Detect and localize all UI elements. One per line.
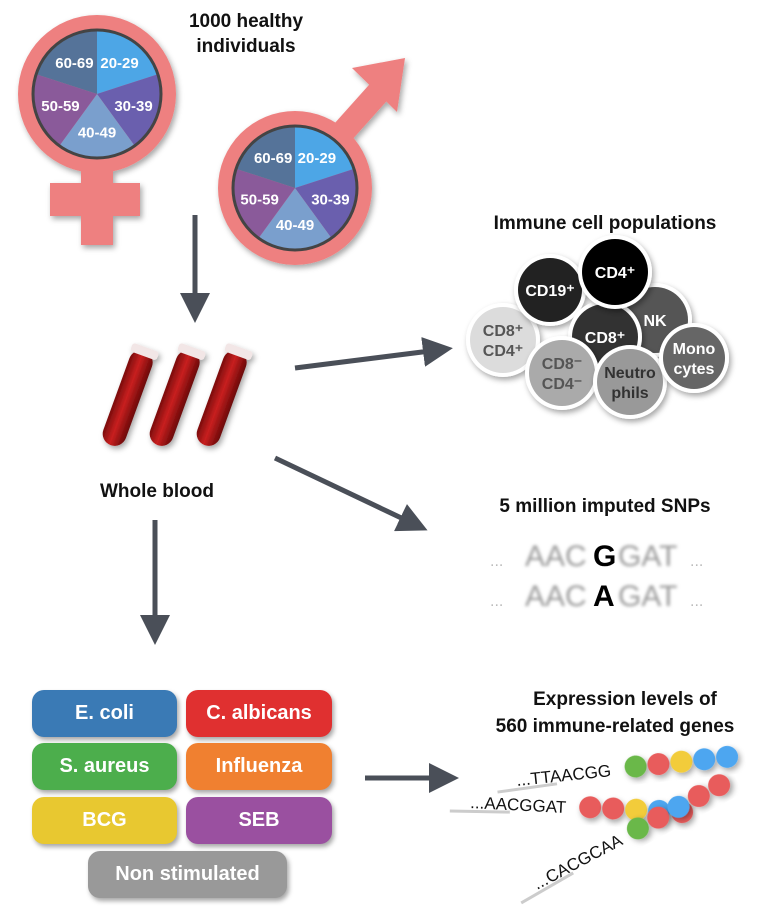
expression-bead (647, 806, 670, 829)
snps-title: 5 million imputed SNPs (499, 496, 710, 517)
cell-label: phils (611, 385, 648, 402)
snp-flank-left: AAC (525, 540, 587, 573)
blood-tubes-icon (102, 343, 253, 446)
female-label-40-49: 40-49 (78, 124, 116, 141)
stimulus-s-aureus: S. aureus (32, 743, 177, 790)
whole-blood-label: Whole blood (100, 481, 214, 502)
immune-cell-cluster: CD8⁺ CD4⁺ CD19⁺ NK CD8⁺ CD4⁺ CD8⁻ CD4⁻ Neutro phi… (466, 235, 729, 419)
cell-label: CD8⁺ (483, 323, 523, 340)
expression-strand: ...CACGCAA (520, 774, 731, 905)
male-slice-50-59 (233, 168, 295, 239)
cell-label: NK (643, 313, 667, 330)
cell-cd8cd4: CD8⁻ CD4⁻ (525, 336, 599, 410)
stimulus-seb: SEB (186, 797, 332, 844)
male-slice-40-49 (258, 188, 332, 250)
male-label-30-39: 30-39 (311, 191, 349, 208)
cell-label: CD4⁺ (595, 265, 635, 282)
cell-label: CD4⁺ (483, 343, 523, 360)
female-label-30-39: 30-39 (114, 98, 152, 115)
female-slice-50-59 (32, 74, 97, 146)
expression-bead (708, 774, 731, 797)
expression-bead (667, 795, 690, 818)
snp-sequence-2: ... AAC A GAT ... (490, 580, 703, 613)
female-slice-20-29 (97, 30, 158, 94)
expression-bead (602, 797, 625, 820)
cell-label: CD4⁻ (542, 376, 582, 393)
ellipsis: ... (690, 553, 703, 570)
cell-label: Mono (673, 341, 716, 358)
expression-bead (625, 798, 648, 821)
expression-title-line1: Expression levels of (533, 689, 717, 710)
expression-bead (670, 750, 693, 773)
ellipsis: ... (690, 593, 703, 610)
stimulus-e-coli: E. coli (32, 690, 177, 737)
expression-strand: ...TTAACGG (497, 745, 739, 794)
expression-bead (647, 753, 670, 776)
expression-bead (716, 745, 739, 768)
expression-bead (579, 796, 602, 819)
female-age-pie: 20-29 30-39 40-49 50-59 60-69 (31, 28, 163, 160)
stimulus-bcg: BCG (32, 797, 177, 844)
expression-bead (624, 755, 647, 778)
male-label-60-69: 60-69 (254, 150, 292, 167)
strand-sequence: ...AACGGAT (470, 793, 567, 817)
expression-strand: ...AACGGAT (449, 793, 694, 824)
cell-cd4: CD4⁺ (578, 235, 652, 309)
male-label-40-49: 40-49 (276, 217, 314, 234)
female-slice-60-69 (36, 30, 97, 94)
cell-label: CD19⁺ (525, 283, 574, 300)
strand-sequence: ...CACGCAA (530, 830, 626, 893)
cell-label: CD8⁻ (542, 356, 582, 373)
cell-label: CD8⁺ (585, 330, 625, 347)
female-label-20-29: 20-29 (100, 55, 138, 72)
female-pie-border (31, 28, 163, 160)
female-label-60-69: 60-69 (55, 55, 93, 72)
female-label-50-59: 50-59 (41, 98, 79, 115)
male-age-pie: 20-29 30-39 40-49 50-59 60-69 (231, 124, 359, 252)
snp-flank-right: GAT (618, 540, 677, 573)
stimulus-non-stimulated: Non stimulated (88, 851, 287, 898)
cohort-title-line2: individuals (196, 36, 295, 57)
cell-monocytes: Mono cytes (659, 323, 729, 393)
cohort-title-line1: 1000 healthy (189, 11, 303, 32)
expression-bead (693, 748, 716, 771)
cell-label: Neutro (604, 365, 656, 382)
expression-bead (626, 817, 649, 840)
cell-cd8cd4: CD8⁺ CD4⁺ (466, 303, 540, 377)
male-slice-20-29 (295, 126, 354, 188)
cell-neutrophils: Neutro phils (593, 345, 667, 419)
female-slice-40-49 (59, 94, 135, 159)
expression-title-line2: 560 immune-related genes (496, 716, 735, 737)
male-slice-60-69 (236, 126, 295, 188)
male-label-50-59: 50-59 (240, 191, 278, 208)
male-label-20-29: 20-29 (298, 150, 336, 167)
snp-allele-a: A (593, 580, 615, 613)
snp-flank-left: AAC (525, 580, 587, 613)
female-slice-30-39 (97, 74, 162, 146)
ellipsis: ... (490, 593, 503, 610)
stimulus-c-albicans: C. albicans (186, 690, 332, 737)
cell-label: cytes (674, 361, 715, 378)
expression-strands: ...TTAACGG ...AACGGAT ...CACGCAA (449, 745, 739, 905)
arrow-to-cells (294, 336, 453, 371)
snp-flank-right: GAT (618, 580, 677, 613)
cell-cd19: CD19⁺ (514, 254, 586, 326)
arrow-to-snps (273, 455, 428, 532)
stimulus-influenza: Influenza (186, 743, 332, 790)
male-pie-border (231, 124, 359, 252)
ellipsis: ... (490, 553, 503, 570)
male-slice-30-39 (295, 168, 357, 239)
expression-bead (687, 785, 710, 808)
snp-allele-g: G (593, 540, 616, 573)
snp-sequence-1: ... AAC G GAT ... (490, 540, 703, 573)
immune-title: Immune cell populations (494, 213, 717, 234)
strand-sequence: ...TTAACGG (515, 761, 612, 790)
